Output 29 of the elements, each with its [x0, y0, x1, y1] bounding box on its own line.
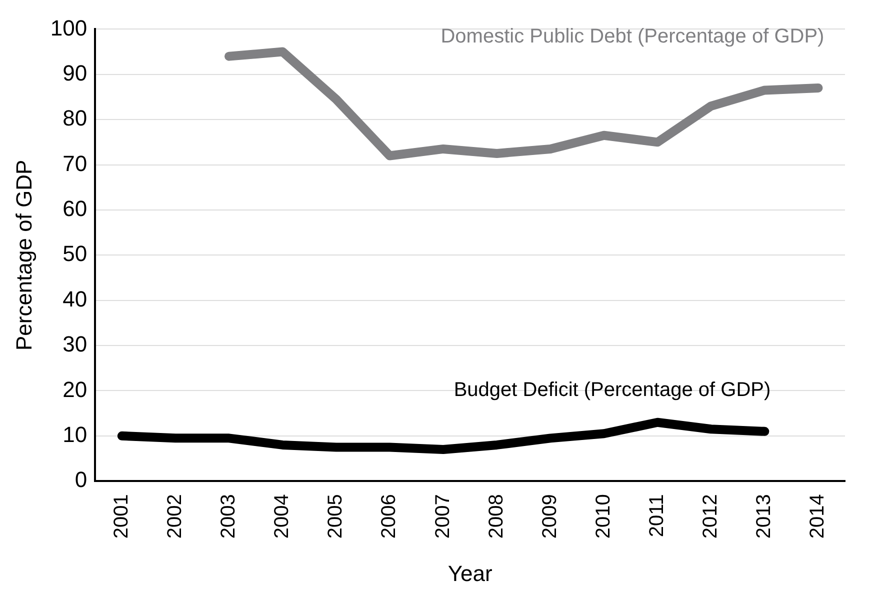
x-tick-label: 2014	[806, 494, 829, 539]
x-tick-label: 2013	[753, 494, 776, 539]
y-tick-label: 60	[62, 196, 88, 222]
y-tick-label: 90	[62, 60, 88, 86]
y-tick-label: 50	[62, 241, 88, 266]
text: Domestic Public Debt (Percentage of GDP)	[440, 26, 824, 48]
x-tick-label: 2001	[110, 494, 132, 539]
y-tick-label: 30	[62, 332, 88, 357]
x-axis-title: Year	[448, 560, 492, 586]
y-tick-label: 10	[62, 422, 88, 447]
y-tick-label: 20	[62, 376, 88, 402]
series-label: Budget Deficit (Percentage of GDP)	[454, 378, 771, 401]
y-tick-label: 100	[50, 15, 88, 40]
x-tick-label: 2002	[164, 494, 186, 539]
y-tick-label: 0	[74, 467, 88, 492]
x-tick-label: 2012	[700, 494, 722, 539]
x-tick-label: 2008	[485, 494, 508, 539]
x-tick-label: 2005	[324, 494, 347, 539]
x-tick-label: 2009	[538, 494, 561, 539]
x-tick-label: 2007	[432, 494, 454, 539]
y-tick-label: 40	[62, 286, 88, 312]
x-tick-label: 2010	[592, 494, 614, 539]
x-tick-label: 2006	[378, 494, 400, 539]
y-tick-label: 70	[62, 150, 88, 176]
x-tick-label: 2004	[271, 494, 294, 539]
y-tick-label: 80	[62, 106, 88, 131]
y-axis-title: Percentage of GDP	[11, 160, 36, 351]
x-tick-label: 2003	[218, 494, 240, 539]
x-tick-label: 2011	[646, 494, 668, 538]
